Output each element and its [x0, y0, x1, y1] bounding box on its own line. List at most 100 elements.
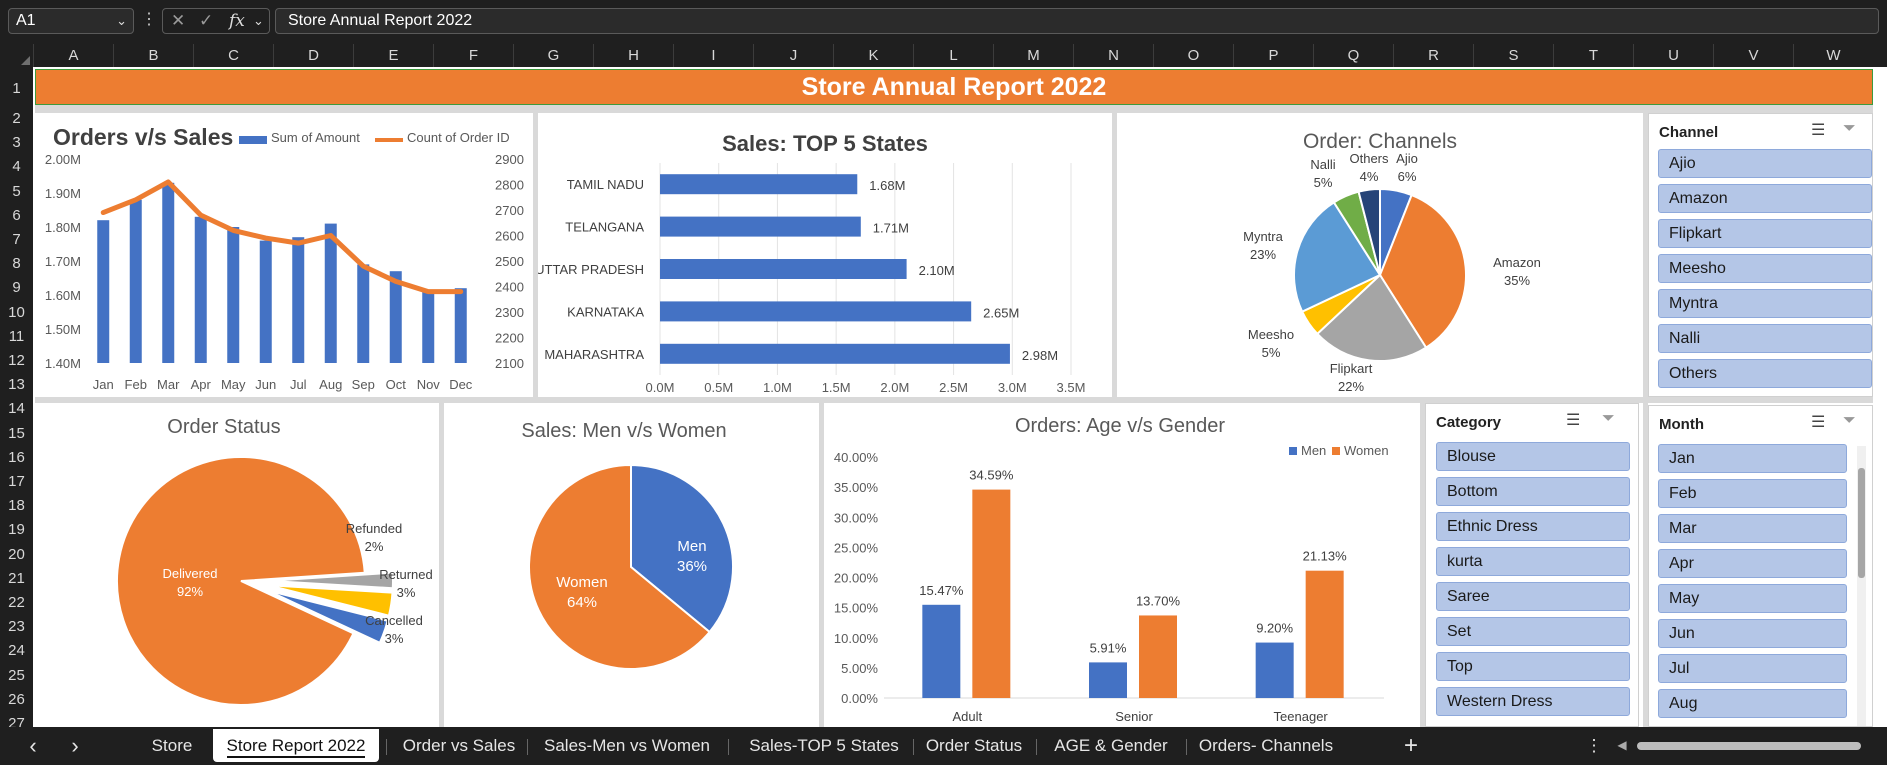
column-header-e[interactable]: E	[353, 44, 433, 67]
row-header-19[interactable]: 19	[8, 521, 25, 539]
tab-orders-channels[interactable]: Orders- Channels	[1198, 736, 1334, 755]
slicer-item-set[interactable]: Set	[1436, 617, 1630, 646]
scroll-left-icon[interactable]: ◀	[1617, 738, 1627, 752]
column-header-v[interactable]: V	[1713, 44, 1793, 67]
sales-men-vs-women-chart[interactable]: Sales: Men v/s Women Men 36% Women 64%	[444, 403, 819, 727]
column-header-o[interactable]: O	[1153, 44, 1233, 67]
row-header-14[interactable]: 14	[8, 400, 25, 418]
column-header-h[interactable]: H	[593, 44, 673, 67]
slicer-item-jun[interactable]: Jun	[1658, 619, 1847, 648]
order-channels-chart[interactable]: Order: Channels Ajio 6% Amazon 35% Flipkart 22…	[1117, 113, 1643, 397]
column-header-j[interactable]: J	[753, 44, 833, 67]
clear-filter-icon[interactable]: ⏷	[1602, 410, 1615, 427]
tab-sales-men-vs-women[interactable]: Sales-Men vs Women	[544, 736, 710, 755]
multi-select-icon[interactable]: ☰	[1566, 412, 1581, 429]
column-header-k[interactable]: K	[833, 44, 913, 67]
row-header-8[interactable]: 8	[12, 255, 21, 273]
tab-store-report-2022[interactable]: Store Report 2022	[213, 729, 379, 762]
row-header-18[interactable]: 18	[8, 497, 25, 515]
row-header-16[interactable]: 16	[8, 448, 25, 466]
column-header-i[interactable]: I	[673, 44, 753, 67]
slicer-item-ethnic-dress[interactable]: Ethnic Dress	[1436, 512, 1630, 541]
chevron-down-icon[interactable]: ⌄	[116, 13, 127, 28]
report-title[interactable]: Store Annual Report 2022	[35, 69, 1873, 105]
row-header-9[interactable]: 9	[12, 279, 21, 297]
more-tabs-icon[interactable]: ⋮	[1585, 736, 1603, 755]
slicer-item-saree[interactable]: Saree	[1436, 582, 1630, 611]
tab-order-vs-sales[interactable]: Order vs Sales	[402, 736, 516, 755]
column-header-p[interactable]: P	[1233, 44, 1313, 67]
slicer-item-top[interactable]: Top	[1436, 652, 1630, 681]
slicer-item-others[interactable]: Others	[1658, 359, 1872, 388]
channel-slicer[interactable]: Channel ☰ ⏷ Ajio Amazon Flipkart Meesho …	[1648, 113, 1873, 397]
slicer-item-flipkart[interactable]: Flipkart	[1658, 219, 1872, 248]
row-header-12[interactable]: 12	[8, 352, 25, 369]
slicer-item-apr[interactable]: Apr	[1658, 549, 1847, 578]
column-header-f[interactable]: F	[433, 44, 513, 67]
month-slicer[interactable]: Month ☰ ⏷ Jan Feb Mar Apr May Jun Jul Au…	[1648, 405, 1873, 727]
slicer-scrollbar[interactable]	[1857, 446, 1866, 726]
slicer-item-western-dress[interactable]: Western Dress	[1436, 687, 1630, 716]
more-options-icon[interactable]: ⋮	[141, 11, 157, 28]
column-header-a[interactable]: A	[33, 44, 113, 67]
column-header-r[interactable]: R	[1393, 44, 1473, 67]
row-header-24[interactable]: 24	[8, 642, 25, 660]
row-header-4[interactable]: 4	[12, 158, 21, 176]
row-header-20[interactable]: 20	[8, 545, 25, 563]
tab-store[interactable]: Store	[151, 736, 193, 755]
next-sheet-icon[interactable]: ›	[71, 733, 79, 758]
row-header-5[interactable]: 5	[12, 182, 21, 200]
clear-filter-icon[interactable]: ⏷	[1843, 412, 1856, 429]
row-header-7[interactable]: 7	[12, 231, 21, 248]
clear-filter-icon[interactable]: ⏷	[1843, 120, 1856, 137]
row-header-21[interactable]: 21	[8, 569, 25, 587]
scrollbar-thumb[interactable]	[1858, 468, 1865, 578]
slicer-item-aug[interactable]: Aug	[1658, 689, 1847, 718]
column-header-t[interactable]: T	[1553, 44, 1633, 67]
horizontal-scrollbar[interactable]	[1637, 742, 1861, 750]
cancel-icon[interactable]: ✕	[171, 11, 186, 30]
formula-input[interactable]: Store Annual Report 2022	[275, 8, 1879, 34]
slicer-item-meesho[interactable]: Meesho	[1658, 254, 1872, 283]
name-box[interactable]: A1 ⌄	[8, 8, 134, 34]
select-all-button[interactable]	[0, 44, 32, 67]
add-sheet-icon[interactable]: +	[1403, 732, 1418, 759]
column-header-d[interactable]: D	[273, 44, 353, 67]
tab-sales-top-5-states[interactable]: Sales-TOP 5 States	[749, 736, 899, 755]
column-header-l[interactable]: L	[913, 44, 993, 67]
row-header-3[interactable]: 3	[12, 134, 21, 152]
column-header-q[interactable]: Q	[1313, 44, 1393, 67]
multi-select-icon[interactable]: ☰	[1811, 414, 1826, 431]
slicer-item-jan[interactable]: Jan	[1658, 444, 1847, 473]
slicer-item-bottom[interactable]: Bottom	[1436, 477, 1630, 506]
orders-age-vs-gender-chart[interactable]: Orders: Age v/s Gender Men Women 40.00% 35.0…	[824, 403, 1420, 727]
column-header-w[interactable]: W	[1793, 44, 1873, 67]
column-header-u[interactable]: U	[1633, 44, 1713, 67]
order-status-chart[interactable]: Order Status Delivered 92% Refunded 2% Return…	[41, 403, 439, 727]
category-slicer[interactable]: Category ☰ ⏷ Blouse Bottom Ethnic Dress …	[1425, 403, 1639, 727]
sales-top5-states-chart[interactable]: Sales: TOP 5 States 0.0M 0.5M 1.0M 1.5M 2.0M 2…	[538, 113, 1112, 397]
chevron-down-icon[interactable]: ⌄	[253, 13, 264, 28]
row-header-25[interactable]: 25	[8, 666, 25, 684]
column-header-n[interactable]: N	[1073, 44, 1153, 67]
row-header-6[interactable]: 6	[12, 206, 21, 224]
row-header-10[interactable]: 10	[8, 303, 25, 321]
column-header-s[interactable]: S	[1473, 44, 1553, 67]
slicer-item-kurta[interactable]: kurta	[1436, 547, 1630, 576]
slicer-item-feb[interactable]: Feb	[1658, 479, 1847, 508]
slicer-item-myntra[interactable]: Myntra	[1658, 289, 1872, 318]
column-header-b[interactable]: B	[113, 44, 193, 67]
orders-vs-sales-chart[interactable]: Orders v/s Sales Sum of Amount Count of Or…	[37, 113, 533, 397]
row-header-26[interactable]: 26	[8, 690, 25, 708]
slicer-item-blouse[interactable]: Blouse	[1436, 442, 1630, 471]
prev-sheet-icon[interactable]: ‹	[29, 733, 37, 758]
insert-function-icon[interactable]: fx	[229, 11, 245, 31]
slicer-item-nalli[interactable]: Nalli	[1658, 324, 1872, 353]
slicer-item-may[interactable]: May	[1658, 584, 1847, 613]
column-header-c[interactable]: C	[193, 44, 273, 67]
row-header-15[interactable]: 15	[8, 424, 25, 442]
slicer-item-ajio[interactable]: Ajio	[1658, 149, 1872, 178]
row-header-13[interactable]: 13	[8, 376, 25, 394]
row-header-22[interactable]: 22	[8, 594, 25, 611]
row-header-1[interactable]: 1	[12, 80, 21, 97]
